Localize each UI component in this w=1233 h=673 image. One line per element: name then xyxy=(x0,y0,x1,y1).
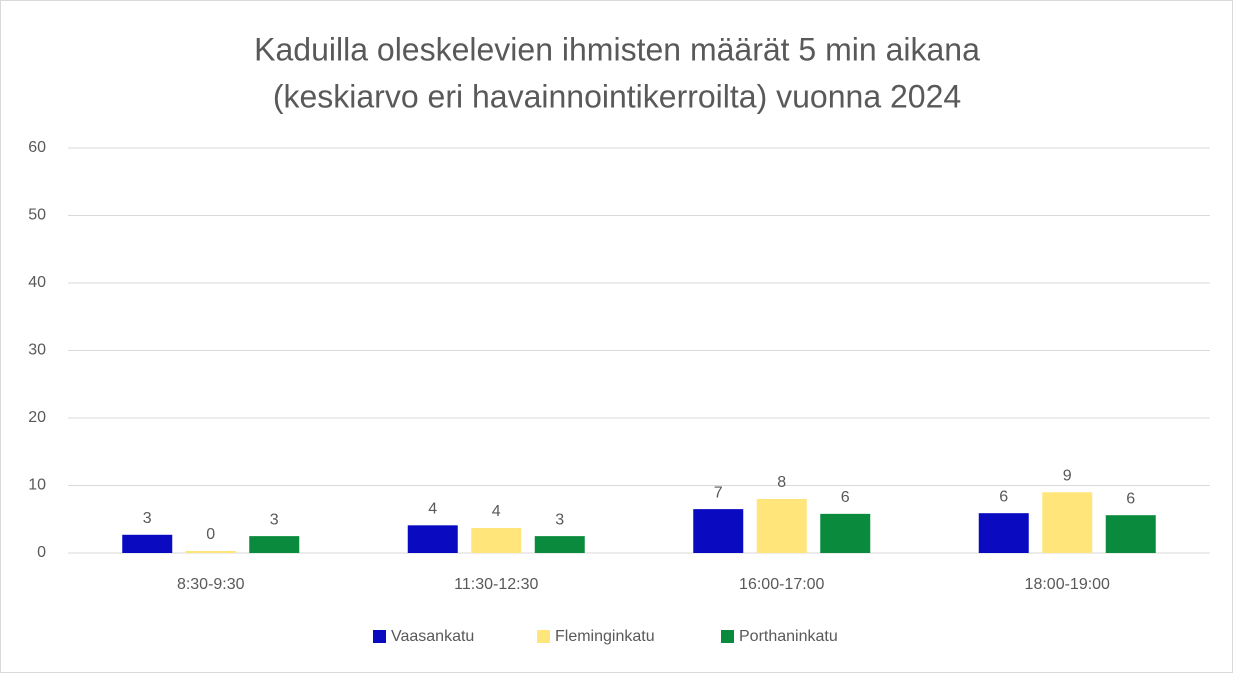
data-label: 8 xyxy=(777,474,786,491)
bar xyxy=(471,528,522,553)
bar xyxy=(185,550,236,553)
bar xyxy=(693,509,744,553)
y-tick-label: 30 xyxy=(28,342,46,359)
data-label: 7 xyxy=(714,484,723,501)
legend-label: Fleminginkatu xyxy=(555,628,655,645)
x-tick-label: 16:00-17:00 xyxy=(739,576,825,593)
data-label: 3 xyxy=(270,511,279,528)
bar xyxy=(122,534,173,553)
bar xyxy=(978,513,1029,553)
bar xyxy=(756,499,807,553)
data-label: 6 xyxy=(999,488,1008,505)
bar xyxy=(534,536,585,553)
data-label: 9 xyxy=(1063,467,1072,484)
y-tick-label: 0 xyxy=(37,544,46,561)
legend-swatch xyxy=(721,630,734,643)
y-tick-label: 60 xyxy=(28,139,46,156)
bar xyxy=(1042,492,1093,553)
data-label: 3 xyxy=(555,511,564,528)
data-label: 4 xyxy=(492,503,501,520)
x-tick-label: 18:00-19:00 xyxy=(1025,576,1111,593)
bar xyxy=(820,513,871,553)
legend-label: Porthaninkatu xyxy=(739,628,838,645)
data-label: 6 xyxy=(1126,490,1135,507)
data-label: 0 xyxy=(206,526,215,543)
data-label: 3 xyxy=(143,510,152,527)
bar xyxy=(407,525,458,553)
data-label: 4 xyxy=(428,501,437,518)
chart-title: (keskiarvo eri havainnointikerroilta) vu… xyxy=(273,78,961,114)
legend-swatch xyxy=(537,630,550,643)
bar xyxy=(249,536,300,553)
data-label: 6 xyxy=(841,489,850,506)
bar xyxy=(1105,515,1156,553)
legend-swatch xyxy=(373,630,386,643)
chart-title: Kaduilla oleskelevien ihmisten määrät 5 … xyxy=(254,31,980,67)
y-tick-label: 50 xyxy=(28,207,46,224)
x-tick-label: 11:30-12:30 xyxy=(454,576,538,593)
y-tick-label: 20 xyxy=(28,409,46,426)
y-tick-label: 40 xyxy=(28,274,46,291)
legend-label: Vaasankatu xyxy=(391,628,474,645)
y-tick-label: 10 xyxy=(28,477,46,494)
x-tick-label: 8:30-9:30 xyxy=(177,576,245,593)
